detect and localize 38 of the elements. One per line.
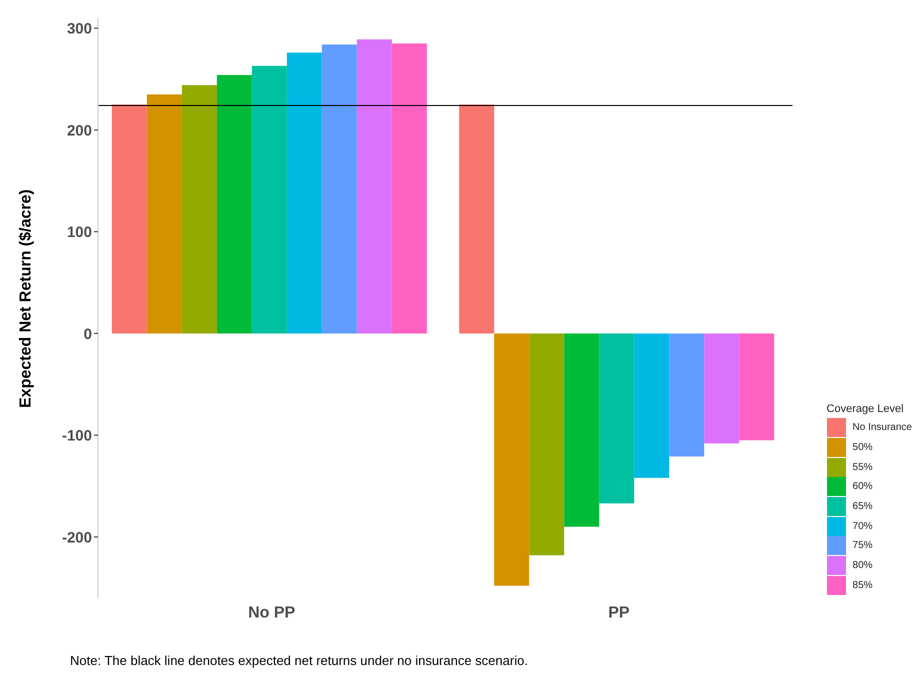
- y-tick-label: 100: [66, 224, 92, 242]
- bar: [739, 333, 774, 440]
- y-axis-title: Expected Net Return ($/acre): [18, 189, 35, 408]
- bar: [704, 333, 740, 444]
- legend-label: 50%: [852, 442, 873, 454]
- bar: [392, 43, 427, 334]
- bar: [322, 44, 357, 334]
- bar: [252, 66, 287, 334]
- bar: [669, 333, 704, 457]
- y-tick-label: -100: [62, 428, 92, 445]
- y-tick-label: 0: [84, 326, 92, 343]
- legend-label: No Insurance: [852, 422, 912, 434]
- bar: [634, 333, 670, 478]
- y-tick-label: 200: [66, 122, 92, 140]
- bar: [286, 52, 322, 334]
- legend-title: Coverage Level: [826, 403, 905, 415]
- x-tick-label: No PP: [248, 604, 296, 622]
- bar: [564, 333, 600, 527]
- legend-label: 55%: [852, 462, 873, 473]
- legend-label: 65%: [852, 501, 873, 512]
- bar: [356, 39, 392, 334]
- bar: [494, 333, 530, 586]
- x-tick-label: PP: [608, 604, 630, 622]
- legend-label: 70%: [852, 520, 873, 532]
- text: Note: The black line denotes expected net returns under no insurance scenario.: [70, 653, 528, 668]
- bar: [112, 104, 147, 334]
- bar: [529, 333, 564, 556]
- legend-label: 80%: [852, 560, 873, 572]
- legend-label: 60%: [852, 481, 873, 492]
- bar: [216, 74, 252, 334]
- bar: [146, 94, 182, 334]
- bar: [599, 333, 634, 504]
- bar: [459, 104, 494, 334]
- y-tick-label: -200: [62, 529, 92, 546]
- y-tick-label: 300: [66, 20, 92, 38]
- legend-label: 75%: [852, 540, 873, 552]
- bar: [182, 85, 217, 334]
- legend-label: 85%: [852, 580, 873, 591]
